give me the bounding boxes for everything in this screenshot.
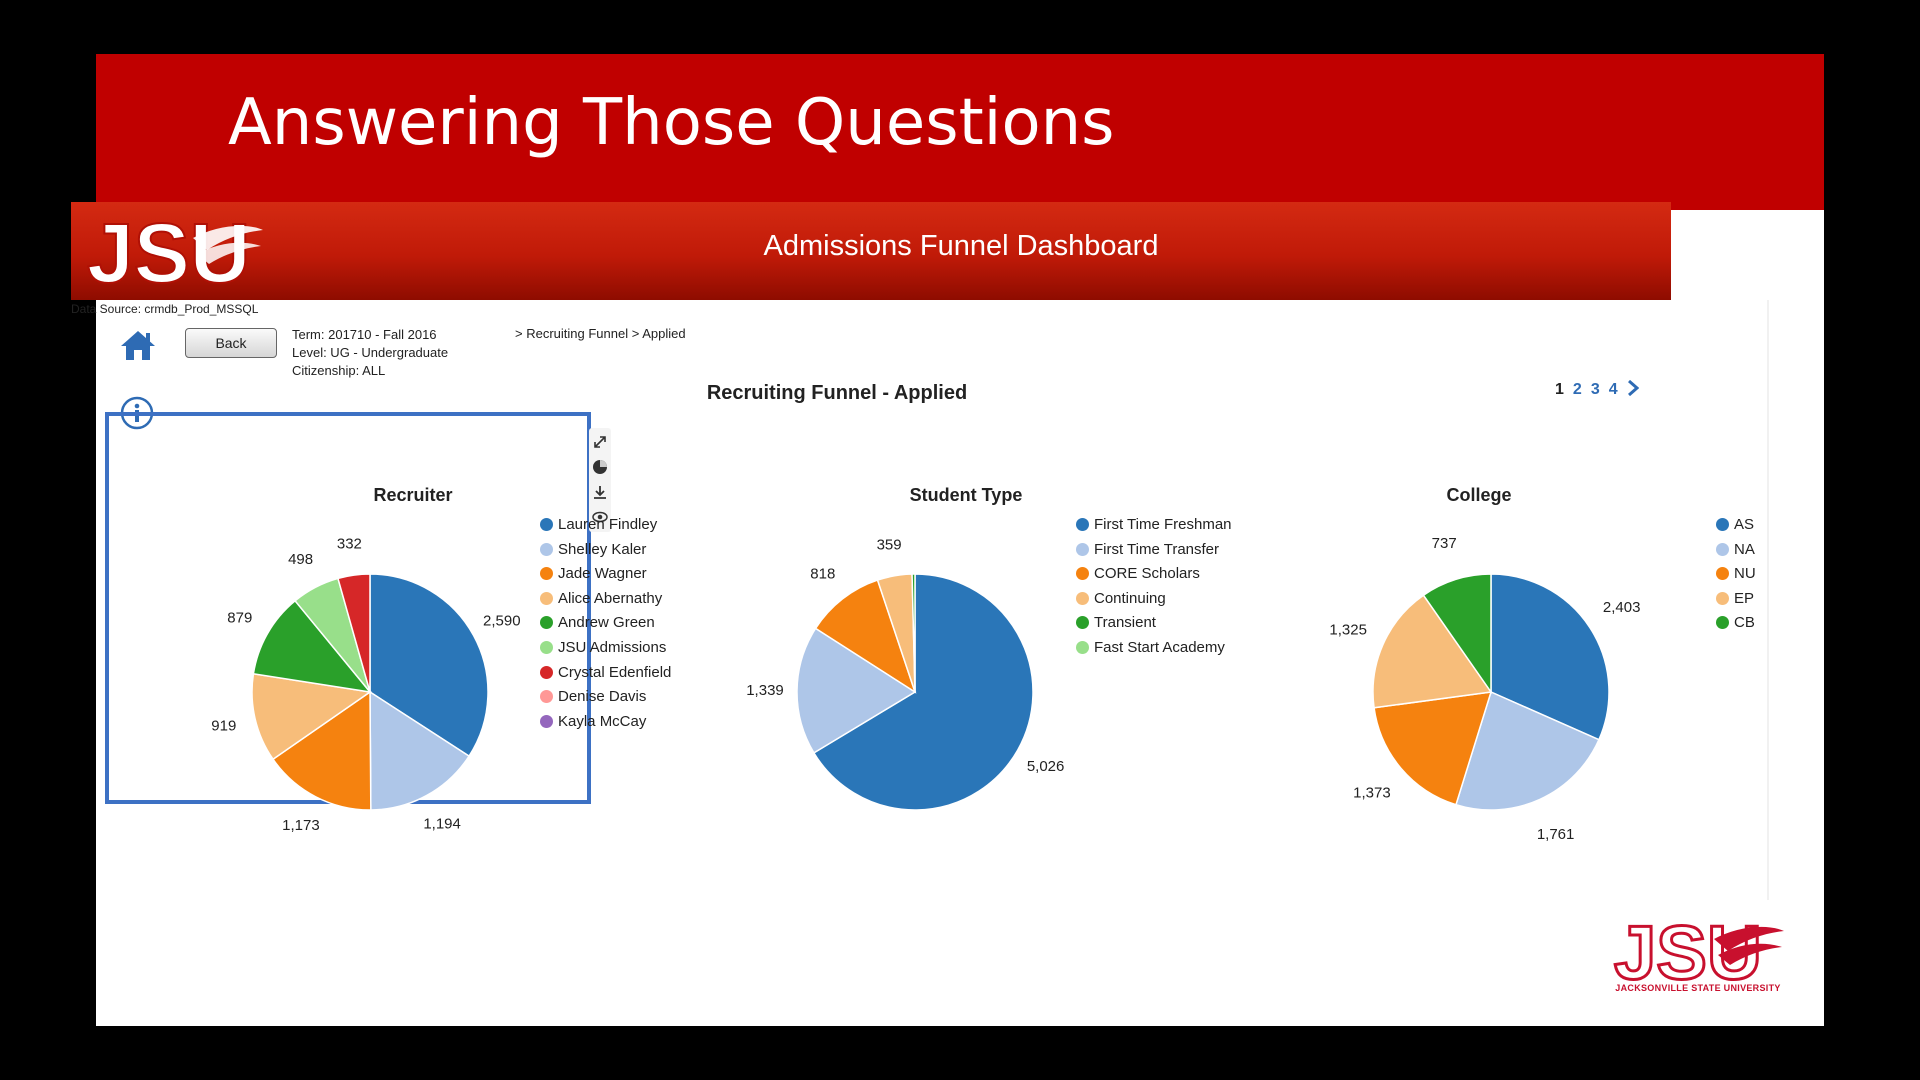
legend-label: Kayla McCay	[558, 712, 647, 730]
legend-swatch	[540, 690, 553, 704]
college-legend-item[interactable]: EP	[1716, 590, 1754, 608]
legend-label: Shelley Kaler	[558, 540, 647, 558]
svg-text:JSU: JSU	[87, 208, 250, 294]
legend-label: CB	[1734, 614, 1755, 632]
college-legend-item[interactable]: NA	[1716, 541, 1755, 559]
legend-swatch	[540, 665, 553, 679]
slide-header: Answering Those Questions	[96, 54, 1824, 210]
recruiter-legend-item[interactable]: JSU Admissions	[540, 639, 666, 657]
legend-label: NA	[1734, 540, 1755, 558]
legend-swatch	[1076, 567, 1089, 581]
legend-swatch	[1076, 616, 1089, 630]
jsu-footer-logo: JSU	[1613, 910, 1784, 997]
legend-label: First Time Freshman	[1094, 516, 1232, 533]
view-icon[interactable]	[592, 509, 608, 525]
legend-label: Transient	[1094, 614, 1156, 632]
next-page-icon[interactable]	[1627, 379, 1639, 397]
legend-label: NU	[1734, 565, 1756, 583]
legend-swatch	[1716, 616, 1729, 630]
dashboard-section-title: Recruiting Funnel - Applied	[706, 382, 968, 404]
legend-label: Fast Start Academy	[1094, 639, 1225, 656]
legend-label: CORE Scholars	[1094, 565, 1200, 583]
breadcrumb[interactable]: > Recruiting Funnel > Applied	[515, 326, 686, 341]
chart-toolbar	[589, 428, 611, 532]
recruiter-chart-title: Recruiter	[373, 485, 453, 505]
legend-label: Andrew Green	[558, 614, 655, 632]
legend-label: Denise Davis	[558, 688, 647, 706]
recruiter-legend-item[interactable]: Shelley Kaler	[540, 541, 646, 559]
legend-label: Alice Abernathy	[558, 589, 663, 607]
legend-swatch	[540, 518, 553, 531]
college-legend-item[interactable]: NU	[1716, 565, 1756, 583]
legend-label: Lauren Findley	[558, 516, 658, 533]
legend-swatch	[1076, 641, 1089, 654]
slide-title: Answering Those Questions	[228, 86, 1115, 160]
student-type-chart-title: Student Type	[909, 485, 1023, 505]
page-4-link[interactable]: 4	[1608, 381, 1618, 398]
legend-label: Crystal Edenfield	[558, 663, 672, 681]
recruiter-legend-item[interactable]: Denise Davis	[540, 688, 646, 706]
legend-label: Jade Wagner	[558, 565, 647, 583]
recruiter-legend-item[interactable]: Jade Wagner	[540, 565, 647, 583]
legend-swatch	[1716, 567, 1729, 581]
legend-label: First Time Transfer	[1094, 540, 1220, 558]
filter-summary: Term: 201710 - Fall 2016 Level: UG - Und…	[292, 326, 448, 380]
college-legend-item[interactable]: CB	[1716, 614, 1755, 632]
student-type-legend-item[interactable]: First Time Freshman	[1076, 516, 1232, 534]
legend-swatch	[1716, 518, 1729, 531]
legend-swatch	[540, 641, 553, 654]
student-type-legend-item[interactable]: Transient	[1076, 614, 1156, 632]
student-type-legend-item[interactable]: First Time Transfer	[1076, 541, 1219, 559]
student-type-legend-item[interactable]: Continuing	[1076, 590, 1166, 608]
back-button[interactable]: Back	[185, 328, 277, 358]
recruiter-legend-item[interactable]: Alice Abernathy	[540, 590, 662, 608]
jsu-logo: JSU	[86, 208, 263, 294]
page-3-link[interactable]: 3	[1590, 381, 1600, 398]
legend-swatch	[540, 616, 553, 630]
page-1-link[interactable]: 1	[1555, 381, 1564, 398]
legend-label: Continuing	[1094, 589, 1166, 607]
college-chart-title: College	[1446, 485, 1512, 505]
recruiter-legend-item[interactable]: Kayla McCay	[540, 713, 646, 731]
dashboard-banner: JSU Admissions Funnel Dashboard	[71, 202, 1671, 300]
legend-swatch	[1716, 591, 1729, 605]
home-icon[interactable]	[118, 328, 158, 362]
legend-swatch	[1076, 542, 1089, 556]
student-type-legend-item[interactable]: CORE Scholars	[1076, 565, 1200, 583]
legend-swatch	[540, 567, 553, 581]
divider	[1767, 300, 1769, 900]
legend-label: JSU Admissions	[558, 639, 667, 656]
data-source-label: Data Source: crmdb_Prod_MSSQL	[71, 302, 259, 316]
selected-chart-frame[interactable]	[105, 412, 591, 804]
dashboard-title: Admissions Funnel Dashboard	[763, 230, 1159, 262]
term-filter: Term: 201710 - Fall 2016	[292, 327, 437, 342]
legend-swatch	[540, 714, 553, 728]
legend-swatch	[1076, 591, 1089, 605]
page-2-link[interactable]: 2	[1572, 381, 1582, 398]
legend-label: EP	[1734, 589, 1755, 607]
legend-swatch	[1076, 518, 1089, 531]
legend-swatch	[540, 591, 553, 605]
legend-label: AS	[1734, 516, 1755, 533]
recruiter-legend-item[interactable]: Lauren Findley	[540, 516, 657, 534]
legend-swatch	[540, 542, 553, 556]
expand-icon[interactable]	[592, 434, 608, 450]
chart-type-icon[interactable]	[592, 459, 608, 475]
student-type-legend-item[interactable]: Fast Start Academy	[1076, 639, 1225, 657]
jsu-footer-subtitle: JACKSONVILLE STATE UNIVERSITY	[1615, 983, 1781, 993]
recruiter-legend-item[interactable]: Andrew Green	[540, 614, 655, 632]
legend-swatch	[1716, 542, 1729, 556]
level-filter: Level: UG - Undergraduate	[292, 345, 449, 360]
citizenship-filter: Citizenship: ALL	[292, 363, 386, 378]
college-legend-item[interactable]: AS	[1716, 516, 1754, 534]
recruiter-legend-item[interactable]: Crystal Edenfield	[540, 664, 671, 682]
download-icon[interactable]	[592, 484, 608, 500]
